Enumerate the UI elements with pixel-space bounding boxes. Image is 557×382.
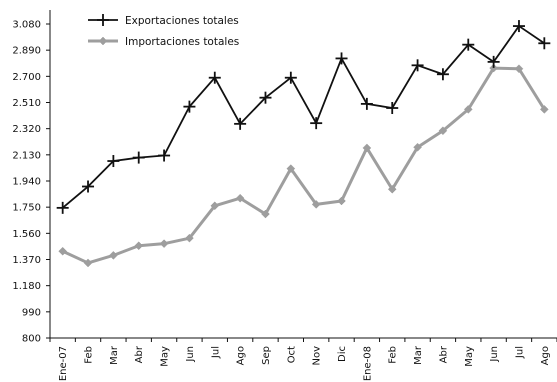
data-point-exportaciones	[183, 100, 196, 113]
legend: Exportaciones totales Importaciones tota…	[88, 14, 239, 48]
y-tick-label: 1.560	[12, 229, 41, 240]
legend-marker-exportaciones	[97, 14, 109, 26]
y-tick-label: 1.940	[12, 177, 41, 188]
x-tick-label: Jul	[514, 346, 525, 359]
data-point-importaciones	[337, 196, 346, 206]
x-tick-label: Jul	[210, 346, 221, 359]
data-point-importaciones	[159, 239, 169, 249]
y-tick-label: 2.320	[12, 124, 41, 135]
x-tick-label: Ene-08	[362, 346, 373, 381]
x-tick-label: Feb	[84, 346, 95, 364]
data-point-importaciones	[413, 142, 422, 152]
series-line-exportaciones	[62, 25, 545, 209]
series-line-importaciones	[62, 66, 546, 265]
x-tick-label: Mar	[109, 345, 120, 365]
data-point-exportaciones	[284, 71, 297, 84]
data-point-exportaciones	[411, 59, 424, 72]
data-point-exportaciones	[208, 71, 221, 84]
y-tick-label: 1.370	[12, 255, 41, 266]
data-point-exportaciones	[436, 68, 449, 81]
legend-marker-importaciones	[98, 36, 108, 46]
data-point-importaciones	[134, 241, 144, 251]
x-tick-label: Jun	[185, 346, 196, 363]
data-point-importaciones	[286, 164, 296, 173]
y-tick-label: 1.750	[12, 203, 41, 214]
data-point-importaciones	[514, 64, 524, 74]
y-tick-label: 2.700	[12, 72, 41, 83]
data-point-importaciones	[210, 201, 220, 211]
x-tick-label: Ago	[540, 346, 551, 365]
data-point-importaciones	[362, 143, 372, 153]
data-point-exportaciones	[487, 55, 500, 68]
series-importaciones	[58, 63, 549, 268]
data-point-importaciones	[58, 246, 68, 256]
data-point-importaciones	[311, 200, 321, 209]
data-point-exportaciones	[56, 201, 69, 214]
data-point-importaciones	[463, 105, 473, 114]
x-tick-label: Jun	[489, 346, 500, 363]
data-point-exportaciones	[107, 155, 120, 168]
data-point-importaciones	[387, 184, 397, 194]
y-tick-label: 800	[22, 334, 41, 345]
data-point-exportaciones	[386, 102, 399, 115]
x-tick-label: Dic	[337, 346, 348, 362]
y-tick-label: 2.890	[12, 46, 41, 57]
data-point-exportaciones	[538, 37, 551, 50]
legend-plus-marker	[97, 14, 109, 26]
x-tick-label: Mar	[413, 345, 424, 365]
data-point-exportaciones	[158, 149, 171, 162]
x-tick-label: Abr	[134, 345, 145, 363]
series-exportaciones	[56, 20, 551, 214]
x-tick-label: Abr	[438, 345, 449, 363]
x-tick-label: Nov	[312, 346, 323, 366]
data-point-exportaciones	[259, 91, 272, 104]
data-point-exportaciones	[512, 20, 525, 33]
y-tick-label: 990	[22, 307, 41, 318]
data-point-exportaciones	[82, 180, 95, 193]
series-layer	[56, 20, 551, 268]
data-point-importaciones	[539, 105, 549, 114]
data-point-importaciones	[489, 63, 498, 73]
y-axis-tick-labels: 800 990 1.180 1.370 1.560 1.750 1.940 2.130 2.32…	[12, 20, 41, 345]
x-axis-tick-labels: Ene-07 Feb Mar Abr May Jun Jul Ago Sep Oct Nov Dic E…	[58, 345, 551, 381]
x-tick-label: Oct	[286, 346, 297, 363]
data-point-exportaciones	[132, 151, 145, 164]
legend-label-exportaciones: Exportaciones totales	[125, 15, 239, 27]
chart-axes	[46, 10, 557, 342]
legend-label-importaciones: Importaciones totales	[125, 36, 239, 48]
data-point-importaciones	[83, 258, 93, 268]
x-tick-label: May	[160, 346, 171, 367]
y-tick-label: 2.130	[12, 150, 41, 161]
x-tick-label: Ene-07	[58, 346, 69, 381]
data-point-importaciones	[261, 209, 270, 219]
x-tick-label: Sep	[261, 346, 272, 365]
data-point-importaciones	[185, 233, 194, 243]
y-tick-label: 2.510	[12, 98, 41, 109]
y-tick-label: 3.080	[12, 20, 41, 31]
x-tick-label: Feb	[388, 346, 399, 364]
data-point-importaciones	[109, 251, 118, 260]
data-point-importaciones	[235, 193, 245, 203]
x-tick-label: Ago	[236, 346, 247, 365]
data-point-exportaciones	[462, 38, 475, 51]
x-tick-label: May	[464, 346, 475, 367]
data-point-exportaciones	[310, 117, 323, 130]
legend-diamond-marker	[98, 36, 108, 46]
data-point-exportaciones	[335, 52, 348, 65]
data-point-importaciones	[438, 126, 448, 136]
data-point-exportaciones	[360, 97, 373, 110]
y-tick-label: 1.180	[12, 281, 41, 292]
data-point-exportaciones	[234, 117, 247, 130]
